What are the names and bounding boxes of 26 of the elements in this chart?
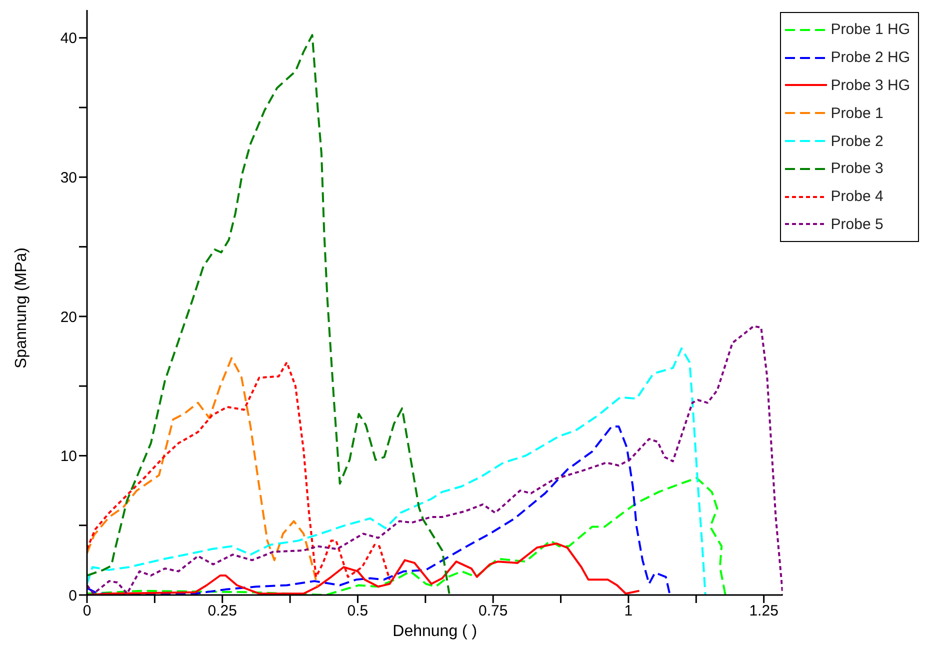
line-series <box>87 425 671 595</box>
y-tick-label: 30 <box>60 169 77 186</box>
x-tick-label: 0 <box>82 602 92 620</box>
line-series <box>87 347 706 595</box>
legend-label: Probe 4 <box>830 188 884 206</box>
legend-label: Probe 3 <box>830 160 884 178</box>
x-tick-label: 0.5 <box>347 602 368 620</box>
x-tick-label: 0.75 <box>478 602 508 620</box>
y-tick-label: 20 <box>60 308 77 326</box>
legend-label: Probe 1 <box>830 104 884 122</box>
x-tick-label: 0.25 <box>208 602 237 620</box>
y-tick-label: 40 <box>60 30 77 48</box>
y-tick-label: 10 <box>60 448 77 466</box>
legend-label: Probe 1 HG <box>830 21 910 38</box>
legend-label: Probe 2 <box>830 132 884 150</box>
x-tick-label: 1 <box>624 602 633 620</box>
y-tick-label: 0 <box>68 587 77 604</box>
y-axis-title: Spannung (MPa) <box>13 248 31 368</box>
x-axis-title: Dehnung ( ) <box>392 623 478 640</box>
line-series <box>87 34 450 595</box>
x-tick-label: 1.25 <box>749 602 778 620</box>
legend-label: Probe 2 HG <box>830 49 910 66</box>
legend-label: Probe 5 <box>830 216 884 233</box>
line-series <box>87 357 319 588</box>
legend-label: Probe 3 HG <box>830 76 910 94</box>
line-series <box>87 477 726 595</box>
